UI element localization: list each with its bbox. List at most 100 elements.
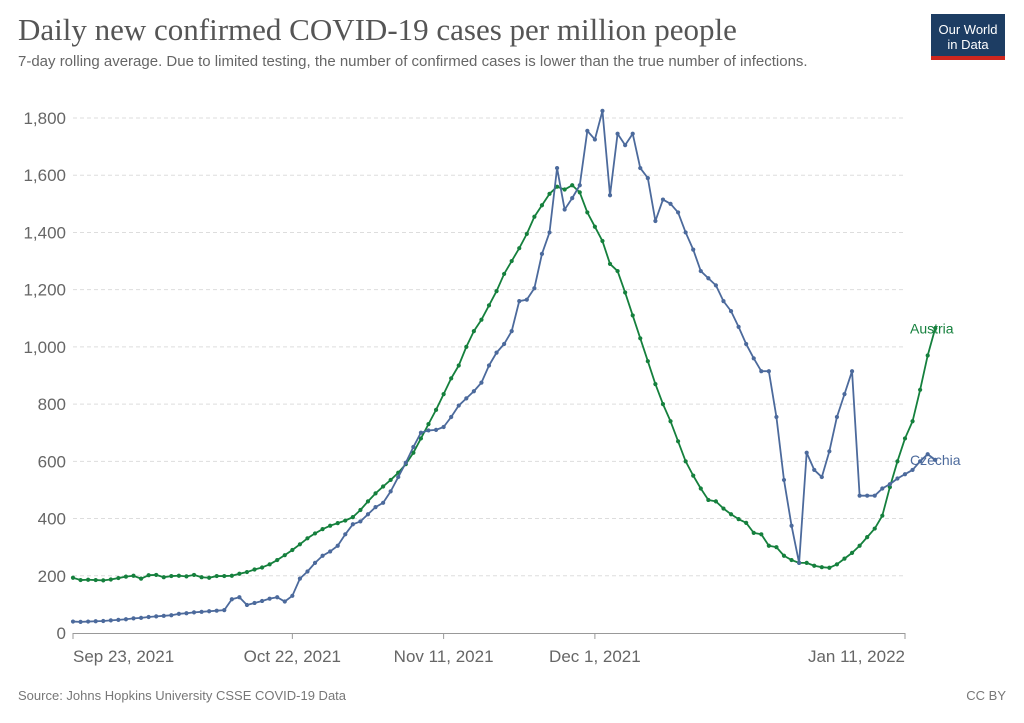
czechia-point [872,493,877,498]
czechia-point [623,143,628,148]
austria-point [607,261,613,267]
czechia-point [562,207,567,212]
austria-point [388,477,393,483]
czechia-point [630,131,635,136]
y-tick-label: 600 [38,452,66,471]
austria-point [653,381,658,387]
austria-point [335,521,340,526]
austria-point [774,545,779,550]
austria-point [910,419,915,424]
austria-point [925,353,930,358]
czechia-point [721,299,726,304]
czechia-point [585,128,590,133]
czechia-point [933,457,938,463]
austria-point [638,336,643,341]
austria-point [222,573,227,579]
czechia-point [887,482,892,487]
czechia-point [645,175,650,181]
license-label[interactable]: CC BY [966,688,1006,703]
czechia-point [449,414,454,420]
austria-point [418,436,424,441]
austria-point [116,575,121,581]
czechia-point [93,619,98,624]
austria-point [849,550,855,555]
austria-point [819,565,824,570]
czechia-point [275,595,280,600]
austria-point [464,344,469,349]
czechia-point [244,602,250,608]
czechia-point [517,299,522,304]
czechia-point [312,560,318,566]
austria-point [570,183,575,188]
austria-point [479,317,484,322]
czechia-point [570,196,575,201]
y-tick-label: 1,200 [23,281,66,300]
x-tick-label: Dec 1, 2021 [549,647,641,666]
austria-point [433,407,439,412]
czechia-point [373,505,378,510]
czechia-point [222,608,227,613]
czechia-point [464,396,469,401]
owid-logo[interactable]: Our World in Data [931,14,1005,60]
austria-point [381,484,386,489]
austria-point [766,543,771,548]
czechia-point [751,356,756,361]
austria-point [312,531,318,536]
austria-point [577,190,582,195]
czechia-series-label: Czechia [910,452,961,468]
austria-point [933,326,938,331]
czechia-point [116,617,121,622]
austria-point [275,557,280,563]
czechia-point [343,532,348,537]
austria-point [562,187,567,192]
czechia-point [184,611,189,616]
logo-line-1: Our World [938,22,998,37]
czechia-point [199,609,204,614]
austria-point [509,258,514,264]
czechia-point [146,614,151,620]
austria-point [668,419,673,424]
austria-point [842,556,847,561]
czechia-point [350,522,355,527]
austria-point [683,459,688,464]
austria-point [706,497,711,503]
austria-point [600,238,605,244]
y-tick-label: 1,800 [23,109,66,128]
austria-point [471,329,476,334]
austria-point [86,577,91,582]
austria-point [229,573,234,578]
austria-point [252,567,257,572]
y-tick-label: 1,600 [23,166,66,185]
austria-series-label: Austria [910,320,954,336]
austria-point [744,520,749,525]
austria-point [176,573,181,578]
austria-point [154,572,159,578]
czechia-point [396,474,401,480]
czechia-point [683,230,688,235]
czechia-point [154,614,159,619]
czechia-point [910,467,915,473]
austria-point [865,535,870,540]
austria-point [547,191,552,196]
czechia-point [895,476,900,481]
czechia-point [471,389,476,394]
source-note[interactable]: Source: Johns Hopkins University CSSE CO… [18,688,347,703]
czechia-point [509,329,514,334]
czechia-point [237,595,242,600]
czechia-point [214,608,219,613]
czechia-point [426,428,431,433]
czechia-point [456,403,461,408]
y-tick-label: 200 [38,567,66,586]
czechia-point [411,444,416,450]
austria-point [834,562,840,567]
austria-point [244,569,250,575]
czechia-point [827,449,832,454]
austria-line [72,184,937,582]
austria-point [630,313,635,318]
czechia-point [169,613,174,618]
austria-point [502,271,507,277]
austria-point [812,563,817,568]
czechia-point [207,609,212,614]
austria-point [101,578,106,583]
